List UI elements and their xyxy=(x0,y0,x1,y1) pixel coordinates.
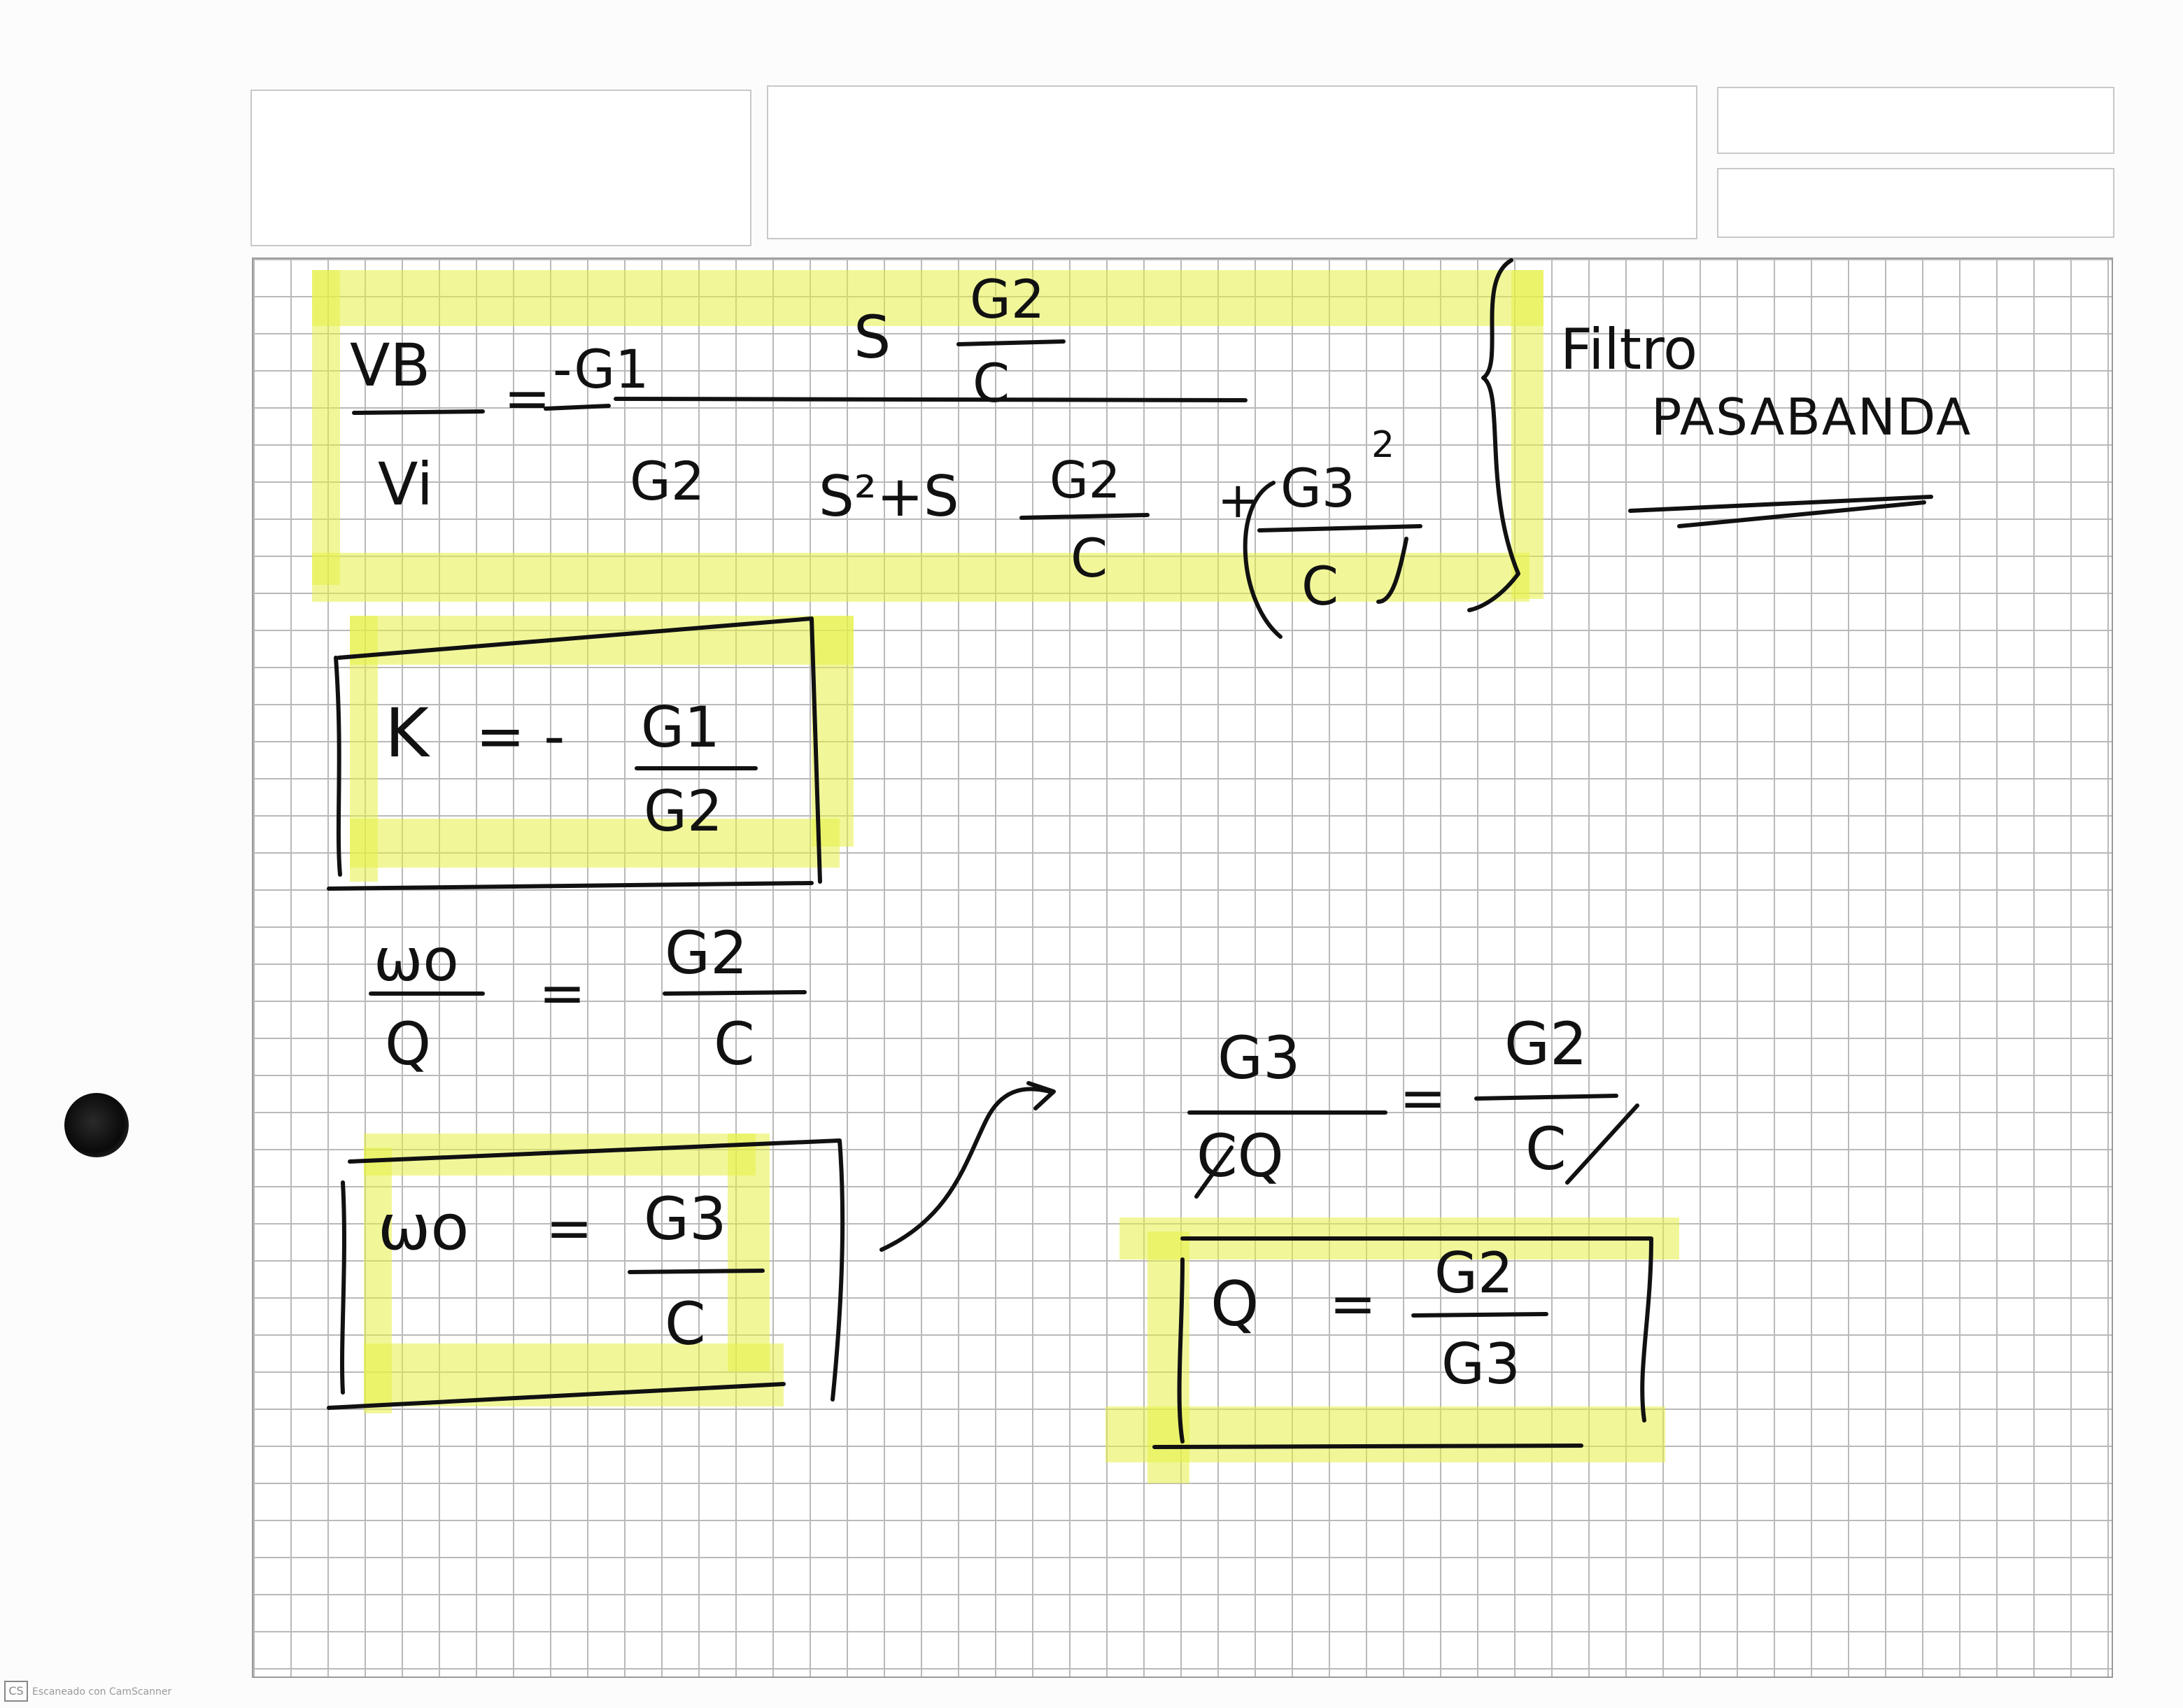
den-frac1-top: G2 xyxy=(1050,451,1121,509)
den-frac2-exp: 2 xyxy=(1371,424,1395,466)
highlight-k-box-bottom xyxy=(350,819,840,868)
fraction-bar-g2-c-sub xyxy=(1474,1094,1618,1101)
cancel-c-left xyxy=(1194,1145,1234,1199)
camscanner-logo-icon: CS xyxy=(4,1681,28,1702)
punch-hole xyxy=(64,1093,129,1157)
k-box-top-right xyxy=(337,616,822,884)
sub-rhs-top: G2 xyxy=(1504,1010,1588,1078)
k-bottom: G2 xyxy=(644,779,723,844)
den-frac1-bottom: C xyxy=(1071,527,1108,589)
highlight-transfer-function-bottom xyxy=(312,553,1529,602)
den-frac2-top: G3 xyxy=(1280,457,1356,519)
sub-lhs-bottom: CQ xyxy=(1196,1122,1284,1190)
q-box-bottom xyxy=(1152,1444,1583,1449)
header-box-right-bottom xyxy=(1717,168,2114,238)
wo-q-rhs-bottom: C xyxy=(714,1010,755,1078)
k-lhs: K xyxy=(385,694,429,772)
wo-box-bottom xyxy=(327,1382,786,1410)
fraction-bar-main xyxy=(614,397,1248,402)
sub-rhs-bottom: C xyxy=(1525,1115,1567,1183)
den-frac2-bottom: C xyxy=(1301,555,1339,617)
den-s2: S²+S xyxy=(819,464,959,529)
highlight-wo-box-right xyxy=(728,1134,770,1371)
fraction-bar-g2-g3 xyxy=(1411,1312,1548,1318)
q-lhs: Q xyxy=(1210,1268,1259,1340)
k-equals: = - xyxy=(476,702,565,770)
highlight-transfer-function-left xyxy=(312,270,340,585)
underline-filter-2 xyxy=(1677,500,1926,528)
q-box-top-right xyxy=(1180,1236,1653,1423)
k-top: G1 xyxy=(641,695,720,760)
fraction-bar-g3-c xyxy=(1257,524,1422,532)
wo-box-top-right xyxy=(348,1138,845,1402)
arrow-curve xyxy=(879,1087,1052,1252)
q-top: G2 xyxy=(1434,1241,1513,1306)
fraction-bar-g3-c-box xyxy=(628,1269,765,1274)
header-box-left xyxy=(250,90,751,246)
wo-q-rhs-top: G2 xyxy=(665,919,748,987)
highlight-q-box-bottom xyxy=(1105,1406,1665,1462)
den-plus: + xyxy=(1217,472,1259,529)
fraction-bar-gain xyxy=(544,404,611,411)
header-box-right-top xyxy=(1717,87,2114,154)
q-equals: = xyxy=(1329,1271,1377,1336)
wo-box-left xyxy=(340,1180,346,1395)
scanner-watermark: Escaneado con CamScanner xyxy=(32,1686,172,1698)
wo-q-lhs-bottom: Q xyxy=(385,1010,432,1078)
filter-type: PASABANDA xyxy=(1651,388,1972,446)
filter-label: Filtro xyxy=(1560,317,1698,382)
arrow-head xyxy=(1026,1081,1056,1110)
equals-main: = xyxy=(504,366,551,431)
fraction-bar-g2-c-den xyxy=(1019,513,1150,520)
highlight-transfer-function xyxy=(312,270,1543,326)
wo-top: G3 xyxy=(644,1185,727,1253)
wo-bottom: C xyxy=(665,1290,706,1358)
underline-filter-1 xyxy=(1628,495,1933,513)
gain-denominator: G2 xyxy=(630,450,705,512)
q-bottom: G3 xyxy=(1441,1332,1520,1397)
wo-q-lhs-top: ωo xyxy=(374,926,459,994)
grid-paper xyxy=(252,257,2113,1678)
header-box-center xyxy=(767,85,1697,239)
wo-equals: = xyxy=(546,1196,593,1261)
wo-lhs: ωo xyxy=(378,1191,469,1264)
num-frac-bottom: C xyxy=(973,352,1010,414)
num-s: S xyxy=(854,303,891,372)
k-box-bottom xyxy=(327,881,814,891)
gain-numerator: -G1 xyxy=(553,338,649,400)
curly-brace xyxy=(1467,258,1520,612)
num-frac-top: G2 xyxy=(970,268,1045,330)
highlight-transfer-function-right xyxy=(1511,270,1543,599)
fraction-bar-g2-c-top xyxy=(956,339,1066,346)
q-box-left xyxy=(1177,1257,1185,1444)
k-box-left xyxy=(334,656,342,877)
fraction-bar-g2-c xyxy=(663,990,807,996)
fraction-bar-vb-vi xyxy=(352,409,485,415)
vb-label: VB xyxy=(350,331,431,400)
cancel-c-right xyxy=(1565,1103,1639,1185)
vi-label: Vi xyxy=(378,450,433,518)
paren-right xyxy=(1376,537,1408,604)
sub-lhs-top: G3 xyxy=(1217,1024,1301,1092)
paren-left xyxy=(1243,481,1283,639)
wo-q-equals: = xyxy=(539,961,586,1026)
sub-equals: = xyxy=(1399,1066,1447,1131)
